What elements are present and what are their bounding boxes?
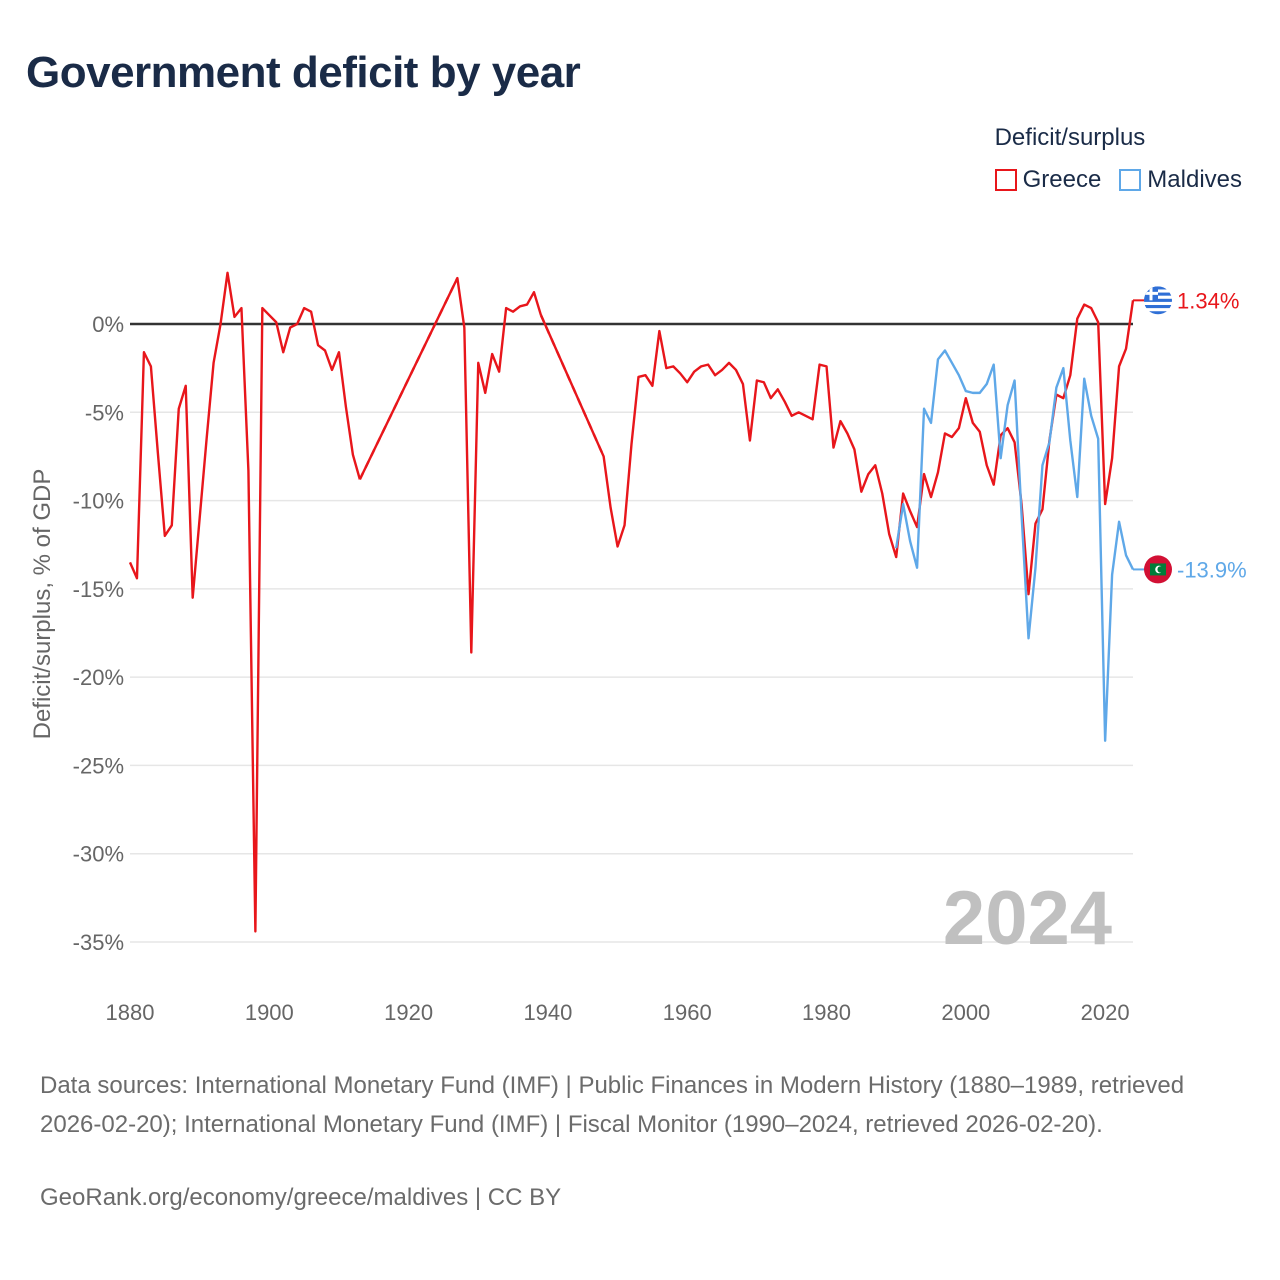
y-axis-ticks: 0% -5% -10% -15% -20% -25% -30% -35% [73,312,124,955]
series-line-greece[interactable] [539,300,1135,596]
end-label-maldives: -13.9% [1177,557,1247,582]
legend-swatch-maldives [1119,169,1142,191]
year-watermark: 2024 [943,876,1112,961]
x-tick-label: 1940 [523,1000,572,1025]
series-line-greece[interactable] [128,271,362,933]
greece-flag-icon [1144,286,1172,315]
y-tick-label: -30% [73,842,124,867]
x-tick-label: 1880 [106,1000,155,1025]
chart-title: Government deficit by year [26,48,581,97]
series-layer [128,271,1135,933]
series-line-maldives[interactable] [894,349,1135,742]
gridlines [130,411,1133,943]
end-label-greece: 1.34% [1177,288,1239,313]
legend-label-greece: Greece [1022,166,1102,193]
x-tick-label: 1960 [663,1000,712,1025]
y-tick-label: -10% [73,489,124,514]
x-tick-label: 2020 [1081,1000,1130,1025]
y-tick-label: -35% [73,930,124,955]
end-markers: 1.34% -13.9% [1133,286,1247,584]
series-line-greece[interactable] [358,276,543,654]
y-axis-label: Deficit/surplus, % of GDP [29,469,56,740]
line-chart: Deficit/surplus, % of GDP 0% -5% -10% -15% -… [29,271,1247,1025]
x-tick-label: 1900 [245,1000,294,1025]
legend-item-greece[interactable]: Greece [994,166,1102,194]
legend: Deficit/surplus Greece Maldives [994,124,1242,194]
x-axis-ticks: 1880 1900 1920 1940 1960 1980 2000 2020 [106,1000,1130,1025]
y-tick-label: 0% [92,312,124,337]
maldives-flag-icon [1144,555,1172,584]
x-tick-label: 1980 [802,1000,851,1025]
credit-link[interactable]: GeoRank.org/economy/greece/maldives | CC… [40,1184,562,1211]
y-tick-label: -5% [85,400,124,425]
y-tick-label: -25% [73,753,124,778]
legend-label-maldives: Maldives [1147,166,1242,193]
x-tick-label: 2000 [941,1000,990,1025]
series-gap-greece [358,277,459,480]
data-sources: Data sources: International Monetary Fun… [40,1072,1185,1138]
legend-swatch-greece [994,169,1017,191]
y-tick-label: -15% [73,577,124,602]
x-tick-label: 1920 [384,1000,433,1025]
legend-item-maldives[interactable]: Maldives [1119,166,1242,194]
y-tick-label: -20% [73,665,124,690]
legend-title: Deficit/surplus [994,124,1146,151]
